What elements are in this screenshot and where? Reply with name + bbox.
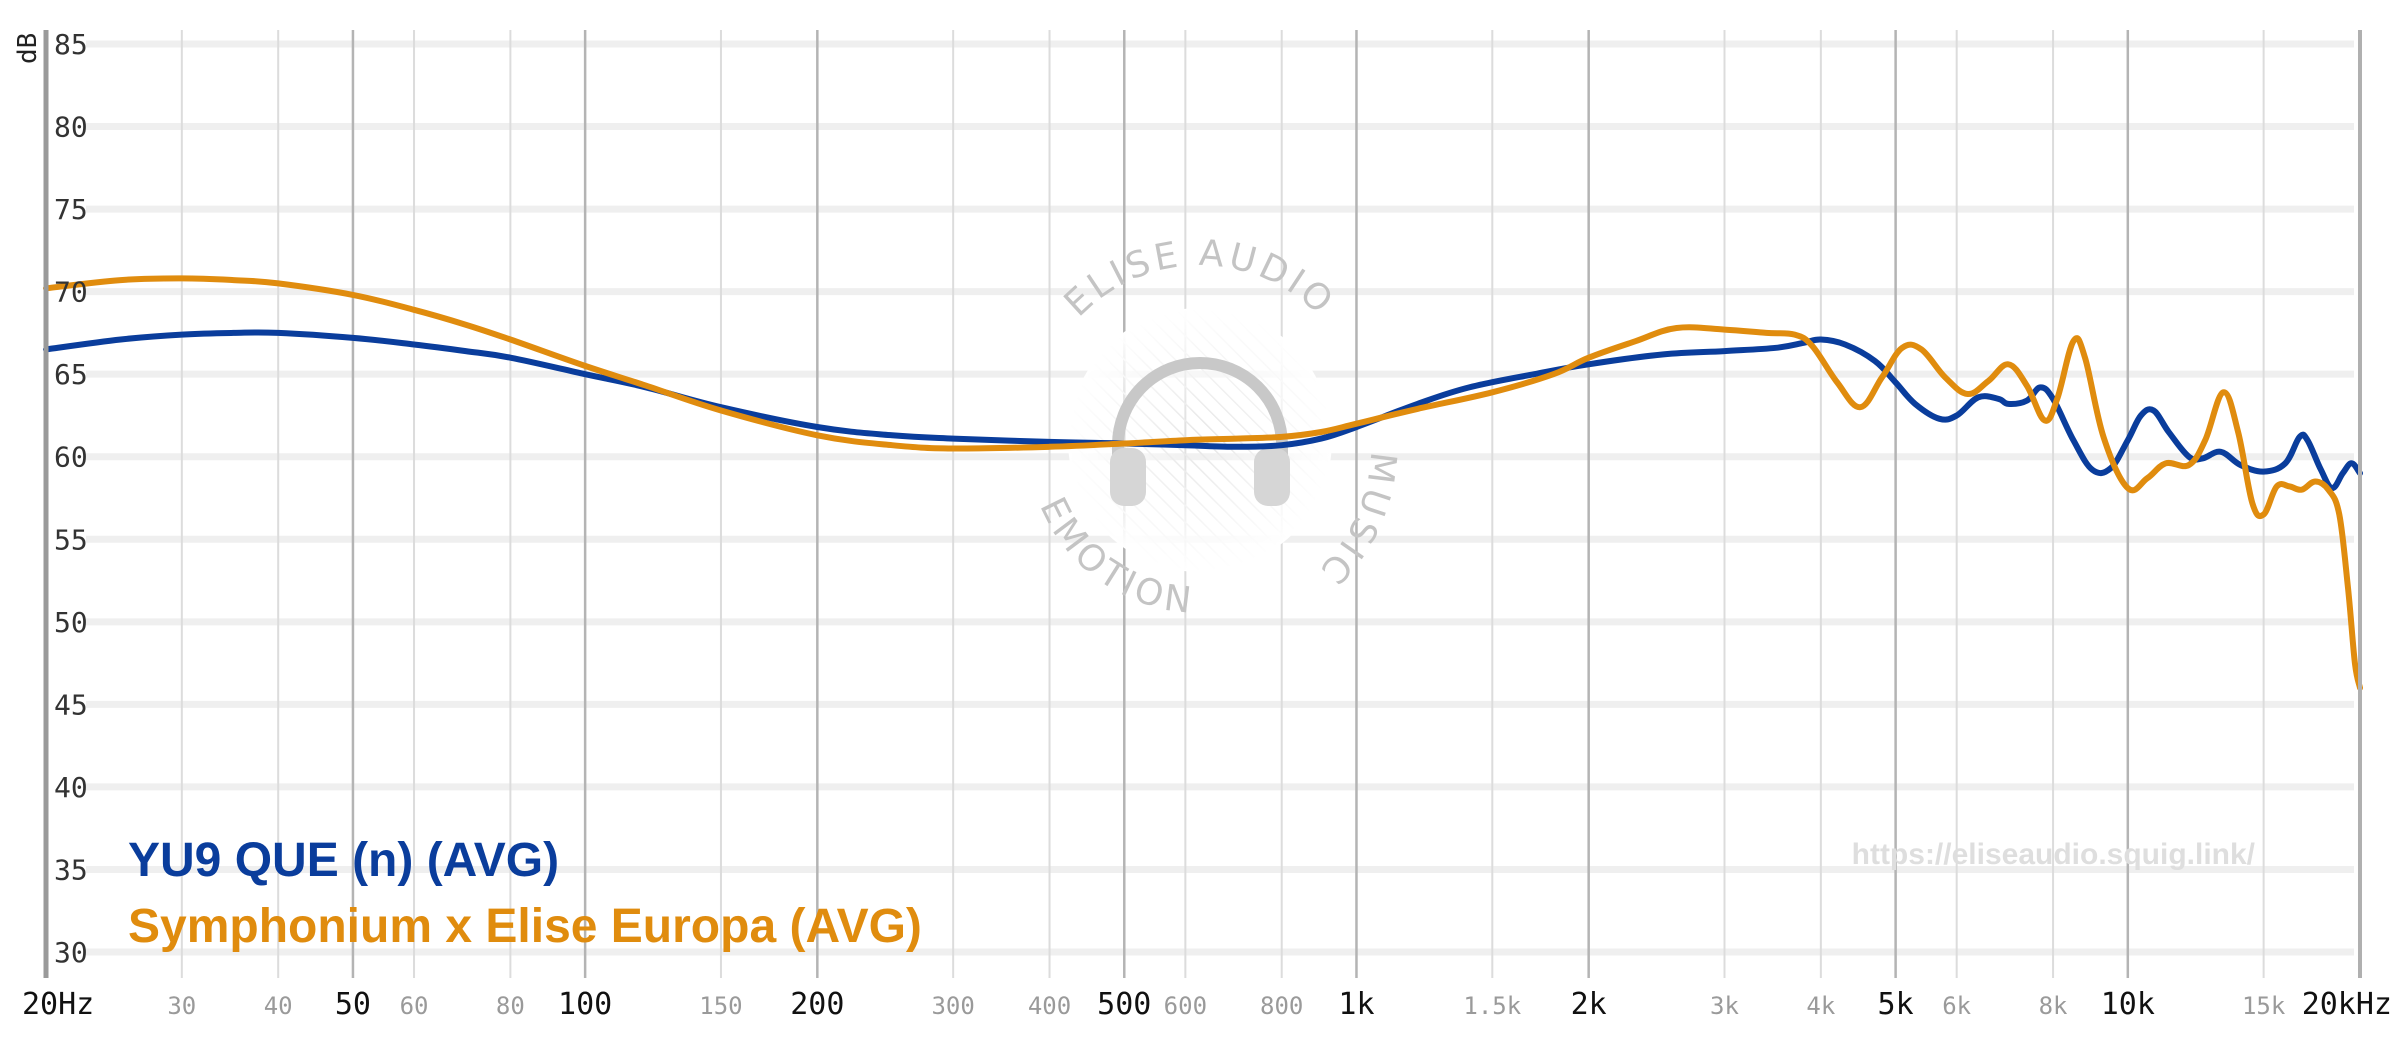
x-tick-label-20: 20Hz xyxy=(22,987,94,1022)
x-tick-label-1000: 1k xyxy=(1338,987,1374,1022)
y-tick-label-60: 60 xyxy=(54,441,88,474)
x-tick-label-1500: 1.5k xyxy=(1463,992,1521,1020)
y-tick-label-40: 40 xyxy=(54,771,88,804)
x-tick-label-500: 500 xyxy=(1097,987,1151,1022)
x-tick-label-150: 150 xyxy=(699,992,742,1020)
x-tick-label-6000: 6k xyxy=(1942,992,1971,1020)
x-tick-label-2000: 2k xyxy=(1571,987,1607,1022)
x-tick-label-15000: 15k xyxy=(2242,992,2286,1020)
x-tick-label-200: 200 xyxy=(790,987,844,1022)
legend: YU9 QUE (n) (AVG) Symphonium x Elise Eur… xyxy=(128,834,922,953)
y-tick-label-50: 50 xyxy=(54,606,88,639)
axes: 30 35 40 45 50 55 60 65 70 75 80 85 20Hz 30 40 50 60 80 10… xyxy=(22,28,2392,1022)
series-layer xyxy=(43,275,2363,691)
x-tick-label-400: 400 xyxy=(1028,992,1071,1020)
y-tick-label-85: 85 xyxy=(54,28,88,61)
x-tick-label-300: 300 xyxy=(931,992,974,1020)
y-tick-label-35: 35 xyxy=(54,853,88,886)
legend-entry-yu9-que: YU9 QUE (n) (AVG) xyxy=(128,834,559,887)
x-tick-label-600: 600 xyxy=(1164,992,1207,1020)
y-axis-label: dB xyxy=(13,33,43,64)
x-tick-label-4000: 4k xyxy=(1806,992,1835,1020)
y-tick-label-65: 65 xyxy=(54,358,88,391)
source-url: https://eliseaudio.squig.link/ xyxy=(1852,838,2256,871)
y-tick-label-55: 55 xyxy=(54,523,88,556)
y-tick-label-70: 70 xyxy=(54,276,88,309)
series-line-1 xyxy=(43,275,2363,691)
legend-entry-symphonium-europa: Symphonium x Elise Europa (AVG) xyxy=(128,900,922,953)
x-tick-label-8000: 8k xyxy=(2039,992,2068,1020)
x-tick-label-60: 60 xyxy=(400,992,429,1020)
x-tick-label-800: 800 xyxy=(1260,992,1303,1020)
x-tick-label-5000: 5k xyxy=(1878,987,1914,1022)
x-tick-label-20000: 20kHz xyxy=(2302,987,2392,1022)
x-tick-label-30: 30 xyxy=(167,992,196,1020)
y-tick-label-45: 45 xyxy=(54,688,88,721)
headphones-icon xyxy=(1110,357,1290,506)
y-tick-label-30: 30 xyxy=(54,936,88,969)
x-tick-label-100: 100 xyxy=(558,987,612,1022)
x-tick-label-40: 40 xyxy=(264,992,293,1020)
x-tick-label-80: 80 xyxy=(496,992,525,1020)
x-tick-label-3000: 3k xyxy=(1710,992,1739,1020)
y-tick-label-80: 80 xyxy=(54,111,88,144)
x-tick-label-10000: 10k xyxy=(2101,987,2155,1022)
y-tick-label-75: 75 xyxy=(54,193,88,226)
x-tick-label-50: 50 xyxy=(335,987,371,1022)
